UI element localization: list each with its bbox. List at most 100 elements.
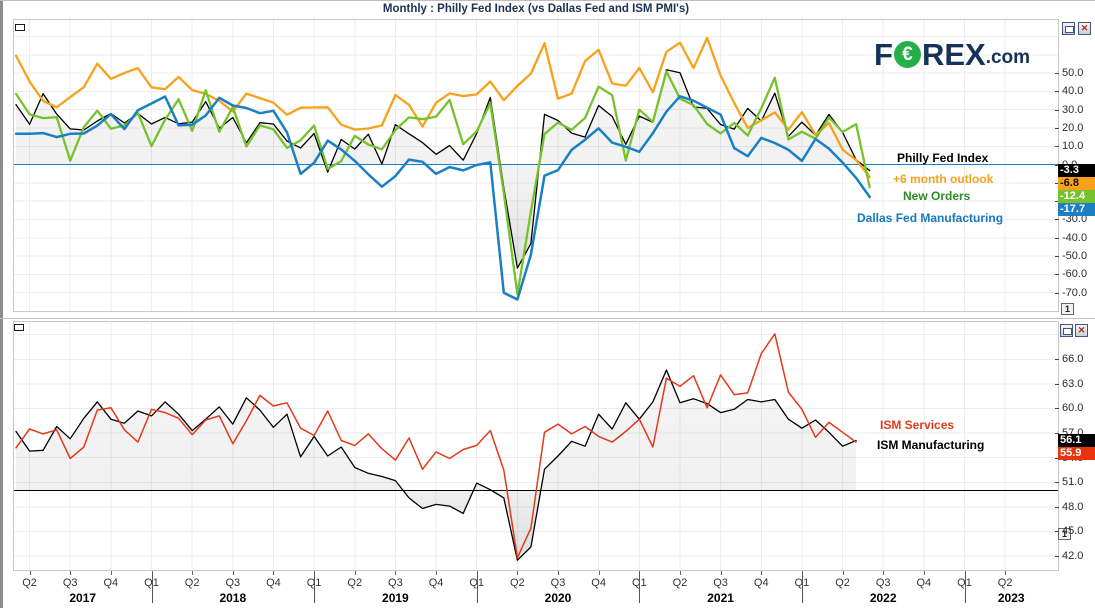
restore-icon	[1063, 328, 1072, 335]
x-axis-year-label: 2021	[707, 591, 734, 605]
x-axis-year-separator	[314, 572, 316, 603]
x-axis-year-separator	[801, 572, 803, 603]
x-axis-tick	[761, 571, 763, 575]
x-axis-tick	[883, 571, 885, 575]
last-value-badge: -17.7	[1058, 203, 1095, 217]
x-axis-quarter-label: Q2	[835, 577, 850, 589]
pane-grip-icon[interactable]	[14, 324, 24, 331]
x-axis-tick	[29, 571, 31, 575]
bottom-panel-plot-area[interactable]	[14, 322, 1058, 570]
restore-icon	[1065, 26, 1074, 33]
y-axis-tick	[1055, 219, 1059, 221]
y-axis-tick	[1055, 482, 1059, 484]
window-left-edge	[0, 0, 3, 608]
logo-suffix: .com	[985, 47, 1031, 68]
x-axis-quarter-label: Q2	[347, 577, 363, 589]
y-axis-label: -50.0	[1062, 250, 1088, 263]
x-axis-year-label: 2018	[219, 591, 247, 605]
y-axis-tick	[1055, 408, 1059, 410]
x-axis-year-label: 2017	[69, 591, 97, 605]
x-axis-tick	[598, 571, 600, 575]
y-axis-tick	[1055, 506, 1059, 508]
x-axis-year-label: 2019	[382, 591, 409, 605]
close-icon: ✕	[1080, 23, 1089, 33]
y-axis-tick	[1055, 292, 1059, 294]
pane-number-badge: 1	[1061, 303, 1074, 315]
x-axis-quarter-label: Q4	[916, 577, 932, 589]
window-top-edge	[0, 0, 1095, 1]
x-axis-year-separator	[151, 572, 153, 603]
x-axis-tick	[273, 571, 275, 575]
y-axis-label: 20.0	[1062, 121, 1084, 134]
forex-logo: F € REX .com	[874, 37, 1031, 72]
x-axis-year-separator	[639, 572, 641, 603]
restore-button-bottom-pane[interactable]	[1060, 324, 1073, 337]
y-axis-label: 66.0	[1062, 353, 1084, 366]
y-axis-label: -60.0	[1062, 268, 1088, 281]
legend-ism-services: ISM Services	[880, 418, 955, 432]
x-axis-quarter-label: Q3	[225, 577, 241, 589]
y-axis-label: -30.0	[1062, 213, 1088, 226]
x-axis-tick	[354, 571, 356, 575]
x-axis-quarter-label: Q2	[510, 577, 525, 589]
y-axis-tick	[1055, 201, 1059, 203]
x-axis-quarter-label: Q3	[713, 577, 728, 589]
legend-dallas-fed-manufacturing: Dallas Fed Manufacturing	[857, 211, 1004, 225]
logo-text: F	[874, 37, 893, 72]
x-axis-quarter-label: Q4	[428, 577, 444, 589]
x-axis-quarter-label: Q2	[22, 577, 37, 589]
y-axis-label: 42.0	[1062, 550, 1084, 563]
restore-button-top-pane[interactable]	[1062, 22, 1075, 35]
x-axis-tick	[70, 571, 72, 575]
logo-text: REX	[921, 37, 986, 72]
top-panel-plot-area[interactable]	[14, 20, 1058, 311]
last-value-badge: -6.8	[1058, 177, 1095, 191]
y-axis-label: 10.0	[1062, 140, 1084, 153]
x-axis-tick	[923, 571, 925, 575]
y-axis-label: -40.0	[1062, 231, 1088, 244]
pane-number-badge: 1	[1058, 528, 1071, 540]
x-axis-quarter-label: Q2	[672, 577, 688, 589]
y-axis-label: 60.0	[1062, 402, 1084, 415]
y-axis-label: 63.0	[1062, 377, 1084, 390]
legend-philly-fed-index: Philly Fed Index	[897, 151, 989, 165]
x-axis-quarter-label: Q3	[875, 577, 891, 589]
x-axis-year-label: 2023	[997, 591, 1025, 605]
y-axis-label: 45.0	[1062, 525, 1084, 538]
y-axis-tick	[1055, 127, 1059, 129]
y-axis-tick	[1055, 91, 1059, 93]
y-axis-tick	[1055, 383, 1059, 385]
x-axis-quarter-label: Q2	[184, 577, 200, 589]
x-axis-tick	[192, 571, 194, 575]
x-axis-tick	[232, 571, 234, 575]
panel-divider[interactable]	[0, 318, 1095, 319]
x-axis-quarter-label: Q3	[550, 577, 566, 589]
x-axis-year-separator	[964, 572, 966, 603]
y-axis-tick	[1055, 274, 1059, 276]
close-button-bottom-pane[interactable]: ✕	[1075, 324, 1088, 337]
last-value-badge: 55.9	[1058, 446, 1095, 460]
y-axis-label: 48.0	[1062, 500, 1084, 513]
y-axis-tick	[1055, 73, 1059, 75]
y-axis-tick	[1055, 237, 1059, 239]
logo-o-icon: €	[893, 41, 921, 68]
x-axis-tick	[679, 571, 681, 575]
x-axis-year-separator	[476, 572, 478, 603]
x-axis-tick	[720, 571, 722, 575]
close-button-top-pane[interactable]: ✕	[1078, 22, 1091, 35]
last-value-badge: -12.4	[1058, 190, 1095, 204]
pane-grip-icon[interactable]	[15, 24, 25, 31]
y-axis-label: 50.0	[1062, 67, 1084, 80]
y-axis-label: -70.0	[1062, 286, 1088, 299]
x-axis-tick	[842, 571, 844, 575]
y-axis-tick	[1055, 359, 1059, 361]
y-axis-tick	[1055, 146, 1059, 148]
y-axis-label: 30.0	[1062, 103, 1084, 116]
x-axis-year-label: 2022	[869, 591, 897, 605]
y-axis-tick	[1055, 433, 1059, 435]
x-axis-tick	[395, 571, 397, 575]
legend-ism-manufacturing: ISM Manufacturing	[877, 438, 985, 452]
y-axis-tick	[1055, 256, 1059, 258]
y-axis-tick	[1055, 457, 1059, 459]
